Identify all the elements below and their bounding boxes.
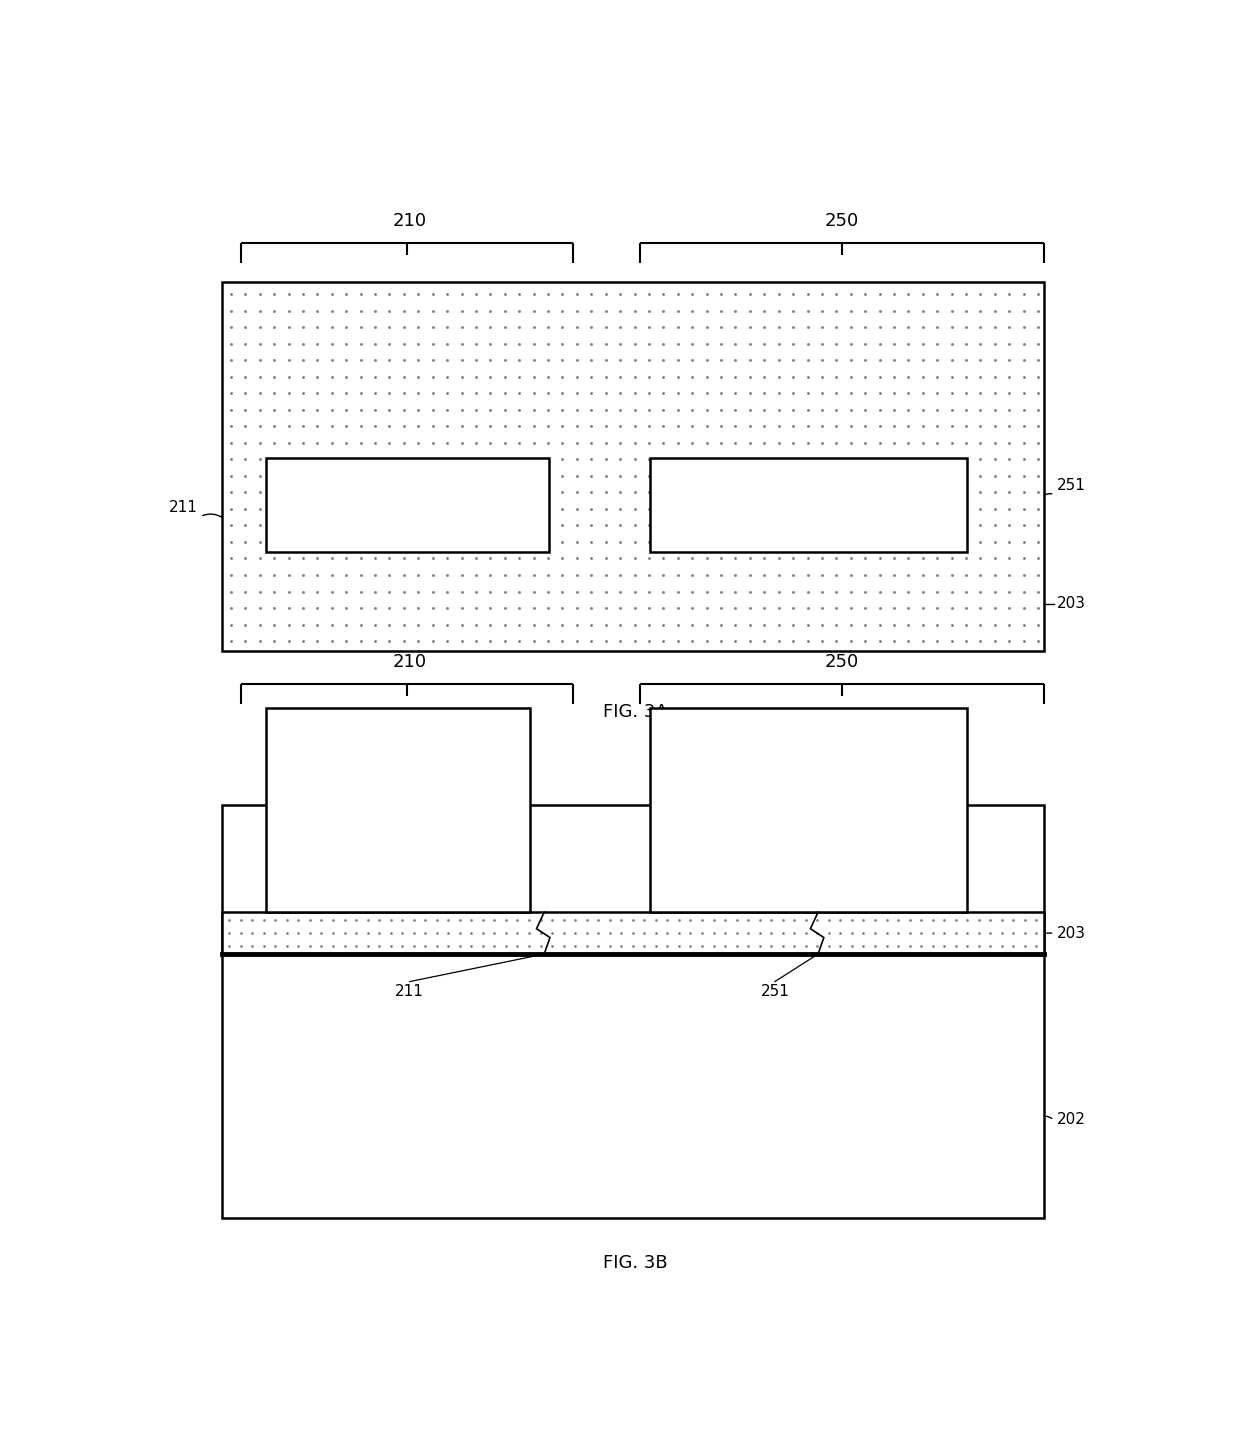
Text: FIG. 3B: FIG. 3B xyxy=(603,1254,668,1272)
Bar xyxy=(265,458,549,552)
Bar xyxy=(222,806,1044,1219)
Text: 251: 251 xyxy=(1056,478,1085,494)
Bar xyxy=(222,282,1044,651)
Text: 251: 251 xyxy=(760,983,790,999)
Bar xyxy=(222,912,1044,954)
Bar xyxy=(265,708,529,912)
Text: 211: 211 xyxy=(170,501,198,515)
Text: 210: 210 xyxy=(393,212,427,230)
Text: 210: 210 xyxy=(393,653,427,671)
Text: 250: 250 xyxy=(825,212,859,230)
Text: FIG. 3A: FIG. 3A xyxy=(603,703,668,721)
Bar xyxy=(650,708,967,912)
Text: 203: 203 xyxy=(1056,926,1085,940)
Text: 202: 202 xyxy=(1056,1112,1085,1126)
Text: 211: 211 xyxy=(396,983,424,999)
Text: 203: 203 xyxy=(1056,597,1085,611)
Bar xyxy=(650,458,967,552)
Text: 250: 250 xyxy=(825,653,859,671)
